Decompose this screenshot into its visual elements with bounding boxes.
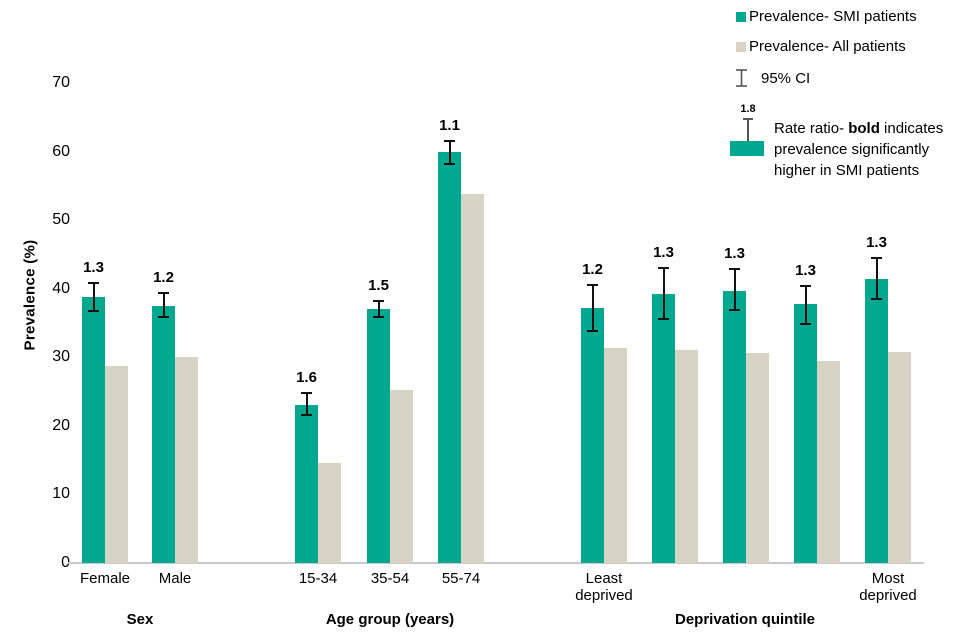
bar-smi: [438, 152, 461, 563]
error-bar-cap: [871, 257, 882, 260]
bar-smi: [865, 279, 888, 563]
error-bar-line: [305, 392, 308, 417]
x-tick-label: 55-74: [441, 570, 481, 587]
legend-item-ci: 95% CI: [734, 68, 810, 88]
rate-ratio-example-value: 1.8: [740, 103, 756, 115]
error-bar-line: [733, 268, 736, 312]
error-bar-cap: [158, 292, 169, 295]
rate-ratio-label: 1.1: [439, 116, 460, 134]
error-bar-cap: [88, 310, 99, 313]
x-axis-line: [68, 562, 924, 564]
rate-ratio-example-bar: [730, 141, 764, 156]
rate-ratio-text-prefix: Rate ratio-: [774, 120, 849, 137]
error-bar-line: [377, 299, 380, 318]
all-swatch-icon: [736, 41, 746, 52]
error-bar-cap: [444, 139, 455, 142]
y-tick-label: 60: [52, 142, 70, 160]
bar-all: [318, 462, 341, 563]
error-bar-cap: [871, 298, 882, 301]
error-bar-line: [448, 139, 451, 166]
error-bar-cap: [729, 309, 740, 312]
y-tick-label: 10: [52, 485, 70, 503]
legend-item-smi: Prevalence- SMI patients: [736, 8, 917, 25]
legend-label-smi: Prevalence- SMI patients: [749, 8, 917, 25]
legend-item-all: Prevalence- All patients: [736, 38, 906, 55]
x-tick-label: Female: [79, 570, 131, 587]
error-bar-icon: [736, 69, 747, 87]
bar-smi: [581, 307, 604, 563]
x-tick-label: Most deprived: [859, 570, 917, 604]
error-bar-cap: [444, 163, 455, 166]
legend-label-all: Prevalence- All patients: [749, 38, 906, 55]
group-label: Deprivation quintile: [674, 611, 815, 628]
rate-ratio-label: 1.3: [866, 234, 887, 252]
rate-ratio-label: 1.6: [296, 369, 317, 387]
error-bar-cap: [88, 281, 99, 284]
error-bar-cap: [658, 267, 669, 270]
y-tick-label: 30: [52, 348, 70, 366]
group-label: Sex: [126, 611, 154, 628]
error-bar-cap: [301, 414, 312, 417]
bar-smi: [723, 290, 746, 563]
rate-ratio-text-bold: bold: [848, 120, 880, 137]
bar-all: [888, 352, 911, 563]
rate-ratio-label: 1.3: [83, 258, 104, 276]
x-tick-label: 15-34: [298, 570, 338, 587]
bar-all: [175, 357, 198, 563]
bar-smi: [652, 294, 675, 563]
bar-smi: [367, 308, 390, 563]
legend-label-rate-ratio: Rate ratio- bold indicates prevalence si…: [774, 103, 950, 181]
error-bar-cap: [587, 283, 598, 286]
bar-all: [461, 194, 484, 563]
error-bar-cap: [587, 329, 598, 332]
bar-all: [746, 353, 769, 563]
y-tick-label: 50: [52, 211, 70, 229]
bar-smi: [295, 404, 318, 563]
error-bar-line: [662, 267, 665, 320]
rate-ratio-label: 1.2: [582, 260, 603, 278]
y-tick-label: 0: [61, 554, 70, 571]
bar-all: [817, 361, 840, 563]
error-bar-cap: [800, 323, 811, 326]
legend-label-ci: 95% CI: [761, 69, 811, 87]
x-tick-label: Least deprived: [575, 570, 633, 604]
error-bar-cap: [301, 392, 312, 395]
rate-ratio-label: 1.3: [795, 261, 816, 279]
y-tick-label: 70: [52, 74, 70, 91]
bar-smi: [152, 305, 175, 563]
error-bar-line: [804, 284, 807, 326]
error-bar-line: [875, 257, 878, 301]
bar-all: [105, 365, 128, 563]
rate-ratio-label: 1.2: [153, 269, 174, 287]
y-tick-label: 40: [52, 279, 70, 297]
error-bar-cap: [373, 315, 384, 318]
rate-ratio-label: 1.5: [368, 276, 389, 294]
group-label: Age group (years): [325, 611, 455, 628]
bar-smi: [794, 304, 817, 563]
rate-ratio-label: 1.3: [653, 244, 674, 262]
error-bar-line: [92, 281, 95, 312]
error-bar-cap: [729, 268, 740, 271]
bar-all: [390, 389, 413, 563]
legend-item-rate-ratio: 1.8 Rate ratio- bold indicates prevalenc…: [730, 103, 950, 181]
rate-ratio-label: 1.3: [724, 245, 745, 263]
error-bar-cap: [373, 299, 384, 302]
rate-ratio-example-icon: 1.8: [730, 103, 766, 156]
error-bar-line: [591, 283, 594, 332]
bar-all: [675, 350, 698, 563]
x-tick-label: 35-54: [370, 570, 410, 587]
rate-ratio-text-suffix: indicates prevalence significantly highe…: [774, 120, 944, 179]
y-tick-label: 20: [52, 416, 70, 434]
x-tick-label: Male: [158, 570, 192, 587]
bar-smi: [82, 296, 105, 563]
error-bar-cap: [658, 317, 669, 320]
smi-swatch-icon: [736, 11, 746, 22]
error-bar-line: [162, 292, 165, 319]
bar-all: [604, 348, 627, 563]
error-bar-cap: [800, 284, 811, 287]
error-bar-cap: [158, 316, 169, 319]
